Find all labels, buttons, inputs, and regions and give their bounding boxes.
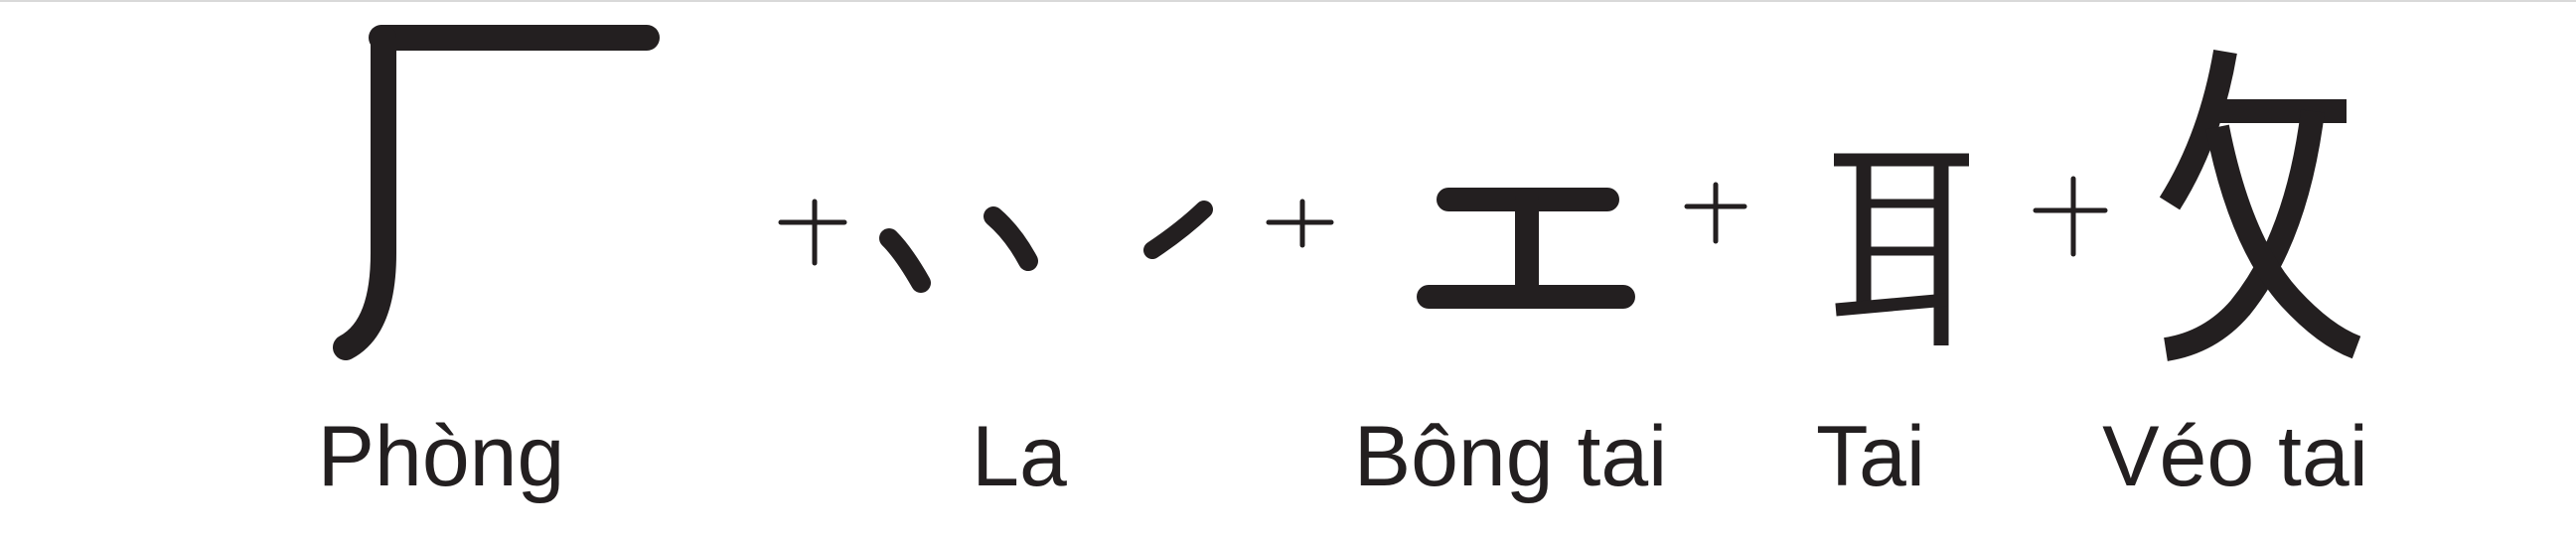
plus-sign-3 bbox=[1684, 182, 1747, 244]
label-phong: Phòng bbox=[317, 409, 565, 504]
label-bong-tai: Bông tai bbox=[1353, 409, 1668, 504]
radical-phong-glyph bbox=[333, 25, 660, 360]
top-border bbox=[0, 0, 2576, 2]
radical-veo-tai-glyph bbox=[2159, 49, 2361, 361]
radical-tai-glyph bbox=[1834, 153, 1969, 345]
plus-sign-1 bbox=[778, 199, 847, 266]
plus-sign-4 bbox=[2033, 176, 2108, 257]
plus-sign-2 bbox=[1266, 199, 1334, 248]
label-la: La bbox=[972, 409, 1067, 504]
radical-bong-tai-glyph bbox=[1417, 188, 1635, 309]
label-veo-tai: Véo tai bbox=[2102, 409, 2368, 504]
radical-la-glyph bbox=[879, 201, 1213, 293]
label-tai: Tai bbox=[1816, 409, 1925, 504]
